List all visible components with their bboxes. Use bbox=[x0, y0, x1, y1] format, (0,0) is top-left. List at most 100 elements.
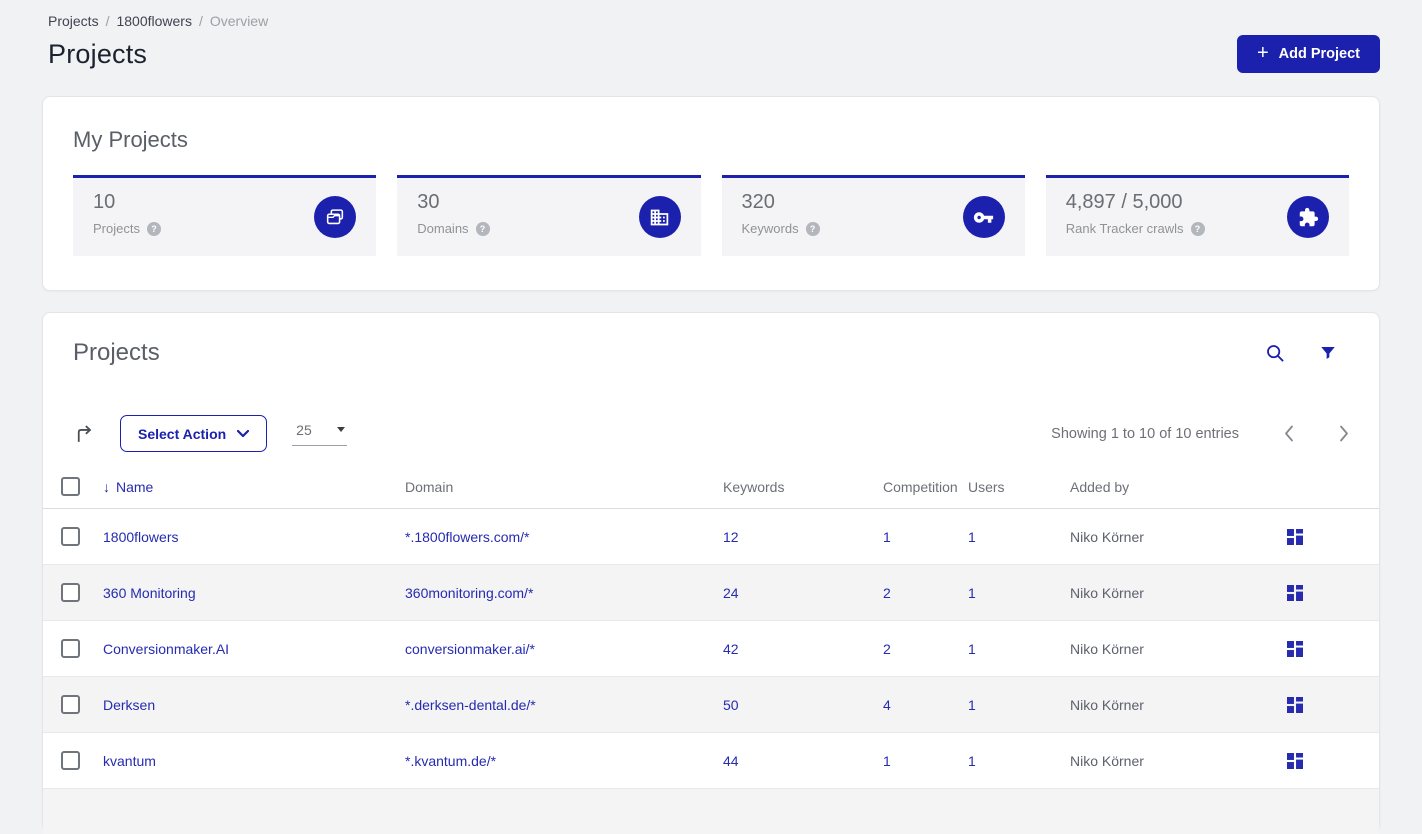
project-name-link[interactable]: Conversionmaker.AI bbox=[103, 640, 230, 657]
domains-label: Domains bbox=[417, 221, 469, 236]
search-icon[interactable] bbox=[1265, 343, 1285, 363]
pagination-status: Showing 1 to 10 of 10 entries bbox=[1051, 425, 1239, 442]
projects-table-panel: Projects Select Action bbox=[42, 312, 1380, 834]
competition-value[interactable]: 4 bbox=[883, 696, 891, 713]
stat-card-keywords: 320 Keywords bbox=[721, 175, 1025, 256]
column-header-name[interactable]: ↓ Name bbox=[103, 478, 154, 495]
stat-cards: 10 Projects 30 Domains bbox=[73, 175, 1349, 256]
project-name-link[interactable]: Derksen bbox=[103, 696, 156, 713]
breadcrumb-projects[interactable]: Projects bbox=[48, 13, 99, 29]
table-row: kvantum *.kvantum.de/* 44 1 1 Niko Körne… bbox=[43, 733, 1379, 789]
prev-page-icon[interactable] bbox=[1284, 425, 1294, 442]
next-page-icon[interactable] bbox=[1339, 425, 1349, 442]
column-header-competition[interactable]: Competition bbox=[883, 478, 958, 495]
competition-value[interactable]: 2 bbox=[883, 640, 891, 657]
page-size-value: 25 bbox=[296, 421, 312, 438]
help-icon[interactable] bbox=[146, 221, 161, 236]
keywords-value[interactable]: 42 bbox=[723, 640, 739, 657]
users-value[interactable]: 1 bbox=[968, 584, 976, 601]
project-domain-link[interactable]: 360monitoring.com/* bbox=[405, 584, 534, 601]
add-project-button[interactable]: + Add Project bbox=[1236, 35, 1380, 73]
table-row: Conversionmaker.AI conversionmaker.ai/* … bbox=[43, 621, 1379, 677]
breadcrumb-overview: Overview bbox=[209, 13, 269, 29]
row-checkbox[interactable] bbox=[61, 527, 80, 546]
dashboard-grid-icon[interactable] bbox=[1287, 584, 1303, 601]
added-by-value: Niko Körner bbox=[1070, 696, 1144, 713]
project-name-link[interactable]: 1800flowers bbox=[103, 528, 179, 545]
projects-count: 10 bbox=[93, 191, 116, 213]
select-action-label: Select Action bbox=[138, 425, 227, 442]
domains-count: 30 bbox=[417, 191, 440, 213]
added-by-value: Niko Körner bbox=[1070, 584, 1144, 601]
added-by-value: Niko Körner bbox=[1070, 528, 1144, 545]
select-action-dropdown[interactable]: Select Action bbox=[120, 415, 268, 452]
column-header-added-by[interactable]: Added by bbox=[1070, 478, 1130, 495]
breadcrumb-1800flowers[interactable]: 1800flowers bbox=[116, 13, 192, 29]
stat-card-domains: 30 Domains bbox=[397, 175, 701, 256]
row-checkbox[interactable] bbox=[61, 751, 80, 770]
page-size-select[interactable]: 25 bbox=[292, 421, 348, 446]
users-value[interactable]: 1 bbox=[968, 528, 976, 545]
project-domain-link[interactable]: conversionmaker.ai/* bbox=[405, 640, 535, 657]
folders-icon bbox=[314, 196, 357, 238]
row-checkbox[interactable] bbox=[61, 695, 80, 714]
table-row: 360 Monitoring 360monitoring.com/* 24 2 … bbox=[43, 565, 1379, 621]
export-arrow-icon[interactable] bbox=[73, 422, 96, 445]
chevron-down-icon bbox=[237, 429, 250, 437]
crawls-count: 4,897 / 5,000 bbox=[1065, 191, 1183, 213]
filter-icon[interactable] bbox=[1319, 344, 1337, 362]
row-checkbox[interactable] bbox=[61, 639, 80, 658]
table-body: 1800flowers *.1800flowers.com/* 12 1 1 N… bbox=[43, 509, 1379, 789]
project-name-link[interactable]: 360 Monitoring bbox=[103, 584, 196, 601]
competition-value[interactable]: 1 bbox=[883, 528, 891, 545]
plus-icon: + bbox=[1256, 42, 1269, 64]
my-projects-panel: My Projects 10 Projects 30 Domains bbox=[42, 96, 1380, 291]
project-domain-link[interactable]: *.1800flowers.com/* bbox=[405, 528, 530, 545]
crawls-label: Rank Tracker crawls bbox=[1065, 221, 1184, 236]
keywords-label: Keywords bbox=[741, 221, 799, 236]
users-value[interactable]: 1 bbox=[968, 640, 976, 657]
users-value[interactable]: 1 bbox=[968, 752, 976, 769]
column-header-keywords[interactable]: Keywords bbox=[723, 478, 785, 495]
dashboard-grid-icon[interactable] bbox=[1287, 640, 1303, 657]
dashboard-grid-icon[interactable] bbox=[1287, 528, 1303, 545]
table-row: Derksen *.derksen-dental.de/* 50 4 1 Nik… bbox=[43, 677, 1379, 733]
table-row: 1800flowers *.1800flowers.com/* 12 1 1 N… bbox=[43, 509, 1379, 565]
projects-table: ↓ Name Domain Keywords Competition Users … bbox=[43, 465, 1379, 834]
keywords-value[interactable]: 44 bbox=[723, 752, 739, 769]
project-domain-link[interactable]: *.derksen-dental.de/* bbox=[405, 696, 536, 713]
breadcrumb: Projects / 1800flowers / Overview bbox=[48, 13, 1380, 29]
dashboard-grid-icon[interactable] bbox=[1287, 696, 1303, 713]
table-row-partial bbox=[43, 789, 1379, 834]
keywords-value[interactable]: 24 bbox=[723, 584, 739, 601]
help-icon[interactable] bbox=[805, 221, 820, 236]
top-header: Projects / 1800flowers / Overview Projec… bbox=[0, 0, 1422, 73]
breadcrumb-separator: / bbox=[105, 13, 110, 29]
table-header-row: ↓ Name Domain Keywords Competition Users … bbox=[43, 465, 1379, 509]
select-all-checkbox[interactable] bbox=[61, 477, 80, 496]
column-header-domain[interactable]: Domain bbox=[405, 478, 454, 495]
my-projects-title: My Projects bbox=[73, 127, 188, 152]
breadcrumb-separator: / bbox=[198, 13, 203, 29]
keywords-value[interactable]: 12 bbox=[723, 528, 739, 545]
puzzle-icon bbox=[1287, 196, 1329, 238]
dashboard-grid-icon[interactable] bbox=[1287, 752, 1303, 769]
sort-desc-icon: ↓ bbox=[103, 478, 110, 495]
added-by-value: Niko Körner bbox=[1070, 752, 1144, 769]
caret-down-icon bbox=[337, 427, 346, 432]
help-icon[interactable] bbox=[475, 221, 490, 236]
add-project-label: Add Project bbox=[1278, 46, 1360, 62]
row-checkbox[interactable] bbox=[61, 583, 80, 602]
project-domain-link[interactable]: *.kvantum.de/* bbox=[405, 752, 497, 769]
projects-table-title: Projects bbox=[73, 339, 160, 366]
competition-value[interactable]: 2 bbox=[883, 584, 891, 601]
keywords-count: 320 bbox=[741, 191, 775, 213]
column-header-users[interactable]: Users bbox=[968, 478, 1005, 495]
stat-card-projects: 10 Projects bbox=[73, 175, 377, 256]
page-title: Projects bbox=[48, 38, 148, 69]
help-icon[interactable] bbox=[1190, 221, 1205, 236]
project-name-link[interactable]: kvantum bbox=[103, 752, 156, 769]
keywords-value[interactable]: 50 bbox=[723, 696, 739, 713]
users-value[interactable]: 1 bbox=[968, 696, 976, 713]
competition-value[interactable]: 1 bbox=[883, 752, 891, 769]
